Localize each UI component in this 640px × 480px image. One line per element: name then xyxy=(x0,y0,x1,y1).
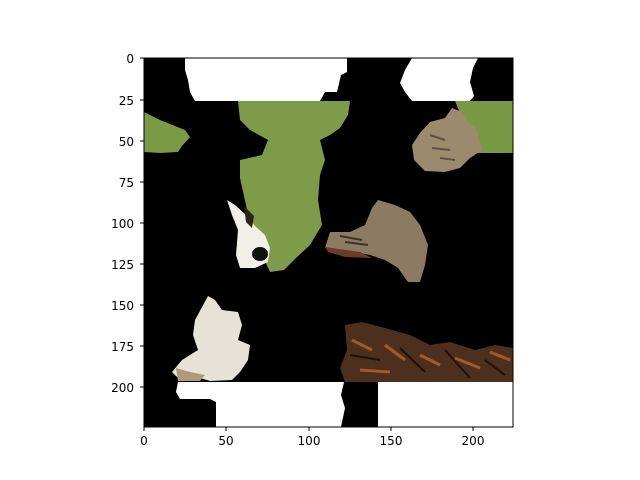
bird-tail xyxy=(325,247,372,258)
grass-patch-center xyxy=(238,101,350,272)
plot-frame xyxy=(143,57,514,428)
x-tick-label: 50 xyxy=(218,434,233,448)
x-axis: 0 50 100 150 200 xyxy=(140,427,484,448)
y-tick-label: 200 xyxy=(111,381,134,395)
white-region-top-right xyxy=(400,58,478,101)
bird-body xyxy=(325,200,428,282)
white-region-top-left xyxy=(185,58,347,101)
y-tick-label: 100 xyxy=(111,217,134,231)
x-tick-label: 200 xyxy=(462,434,485,448)
x-tick-label: 100 xyxy=(298,434,321,448)
y-tick-label: 50 xyxy=(119,135,134,149)
bark-dark-lines xyxy=(349,347,506,379)
bark-highlights xyxy=(351,338,511,374)
bird-wing-stripes xyxy=(339,235,369,246)
grass-patch-right xyxy=(455,101,513,153)
image-panel xyxy=(144,58,513,427)
white-region-bottom-left xyxy=(176,382,345,427)
x-tick-label: 0 xyxy=(140,434,148,448)
y-tick-label: 25 xyxy=(119,94,134,108)
y-tick-label: 75 xyxy=(119,176,134,190)
y-axis: 0 25 50 75 100 125 150 175 200 xyxy=(111,52,144,395)
y-tick-label: 175 xyxy=(111,340,134,354)
cat-stripes xyxy=(429,134,456,161)
cat-head xyxy=(412,108,482,172)
white-region-bottom-right xyxy=(378,382,513,427)
y-tick-label: 0 xyxy=(126,52,134,66)
grass-patch-left xyxy=(144,112,190,153)
bark-log xyxy=(340,322,513,382)
y-tick-label: 125 xyxy=(111,258,134,272)
x-tick-label: 150 xyxy=(380,434,403,448)
y-tick-label: 150 xyxy=(111,299,134,313)
dog-nose xyxy=(252,247,268,261)
small-dog xyxy=(172,296,250,381)
small-dog-shadow xyxy=(176,368,205,381)
dog-ear xyxy=(244,206,254,228)
